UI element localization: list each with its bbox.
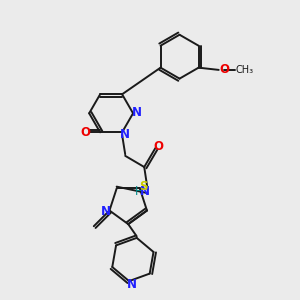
Text: O: O (220, 63, 230, 76)
Text: N: N (120, 128, 130, 141)
Text: H: H (134, 185, 143, 198)
Text: O: O (153, 140, 163, 153)
Text: N: N (132, 106, 142, 118)
Text: N: N (140, 185, 149, 198)
Text: N: N (127, 278, 137, 291)
Text: N: N (101, 205, 111, 218)
Text: CH₃: CH₃ (236, 65, 254, 75)
Text: S: S (139, 179, 147, 193)
Text: O: O (80, 126, 90, 139)
